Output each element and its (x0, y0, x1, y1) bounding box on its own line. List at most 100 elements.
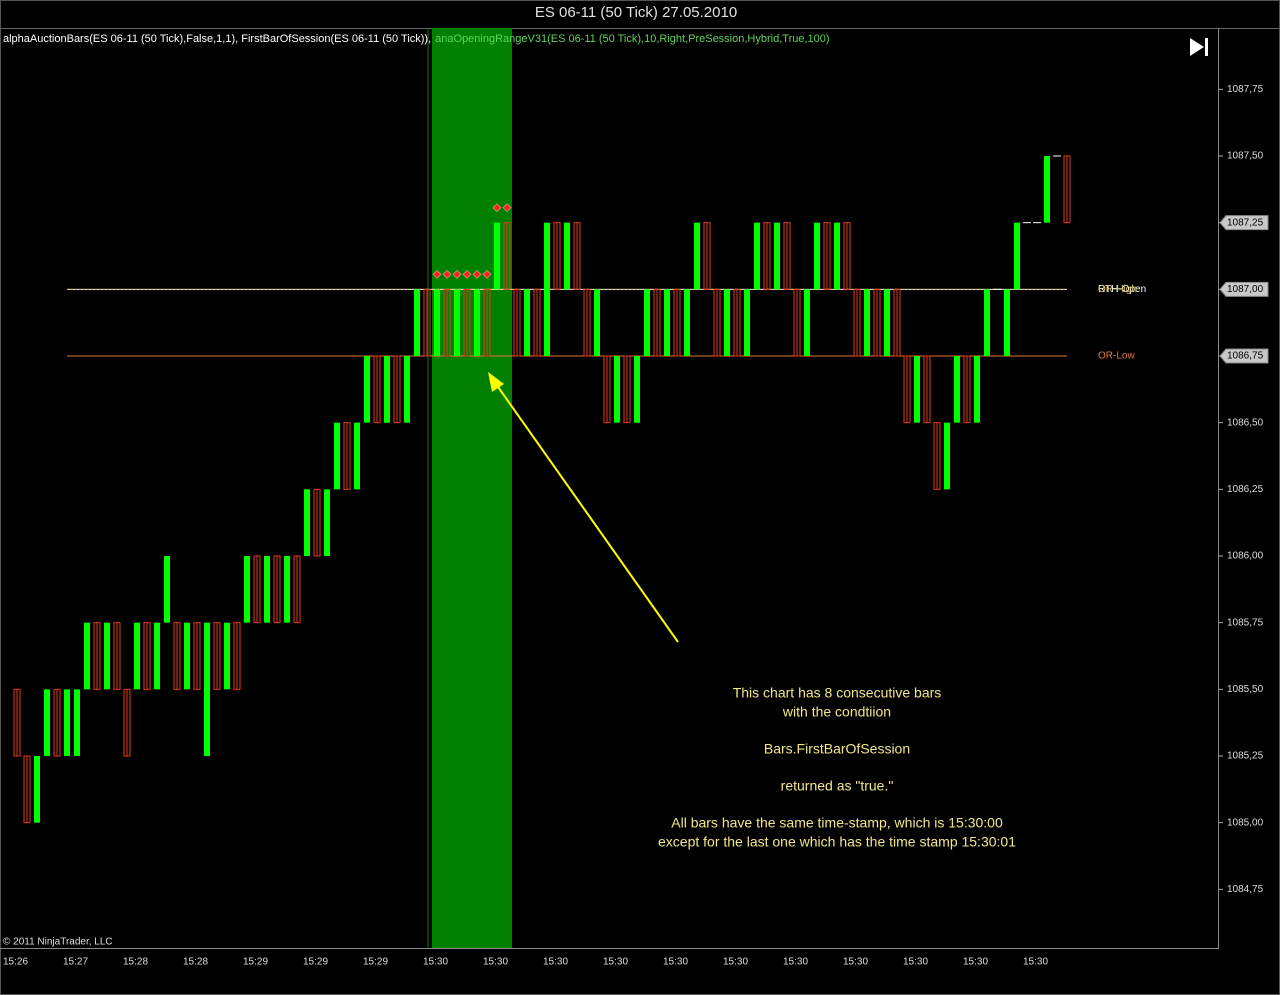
bar (74, 689, 80, 756)
bar-body (164, 556, 170, 623)
bar-body (533, 288, 541, 357)
y-tick-label: 1085,00 (1227, 817, 1264, 828)
bar-body (814, 222, 820, 290)
bar-body (313, 488, 321, 557)
bar (544, 222, 550, 356)
bar-body (494, 222, 500, 290)
bar-body (1004, 289, 1010, 356)
bar (173, 622, 181, 690)
bar (373, 355, 381, 424)
y-tick-label: 1086,00 (1227, 551, 1264, 562)
bar-body (1044, 156, 1050, 223)
bar-body (404, 356, 410, 423)
bar (884, 289, 890, 356)
bar (713, 288, 721, 357)
bar-body (454, 289, 460, 356)
bar-body (173, 622, 181, 690)
bar (393, 355, 401, 424)
bar-body (423, 288, 431, 357)
bar-body (594, 289, 600, 356)
bar-body (664, 289, 670, 356)
annotation-arrow (488, 372, 679, 643)
bar-body (793, 288, 801, 357)
bar (564, 222, 570, 290)
bar (893, 288, 901, 357)
bar (653, 288, 661, 357)
y-tick-label: 1086,75 (1227, 351, 1264, 362)
bar (104, 622, 110, 690)
bar (404, 356, 410, 423)
bar-body (34, 756, 40, 823)
bar (343, 422, 351, 490)
bar-body (434, 289, 440, 356)
bar (823, 222, 831, 290)
bar-body (474, 289, 480, 356)
bar (954, 356, 960, 423)
x-tick-label: 15:30 (1023, 957, 1048, 968)
bar (53, 688, 61, 757)
bar (23, 755, 31, 824)
bar-body (603, 355, 611, 424)
bar-body (463, 288, 471, 357)
bar (783, 222, 791, 290)
bar-body (884, 289, 890, 356)
x-tick-label: 15:30 (783, 957, 808, 968)
bar-body (414, 289, 420, 356)
x-tick-label: 15:30 (663, 957, 688, 968)
x-tick-label: 15:30 (723, 957, 748, 968)
x-tick-label: 15:29 (363, 957, 388, 968)
bar-body (343, 422, 351, 490)
bar (13, 688, 21, 757)
x-tick-label: 15:30 (603, 957, 628, 968)
y-tick-label: 1085,25 (1227, 751, 1264, 762)
bar-body (393, 355, 401, 424)
indicator-list: alphaAuctionBars(ES 06-11 (50 Tick),Fals… (3, 33, 830, 45)
bar (474, 289, 480, 356)
bar-body (304, 489, 310, 556)
bar-body (334, 422, 340, 490)
bar-body (503, 222, 511, 290)
annotation-text: This chart has 8 consecutive bars (733, 685, 942, 701)
bar-body (244, 556, 250, 623)
price-marker (1219, 348, 1269, 364)
bar (703, 222, 711, 290)
play-button[interactable] (1190, 38, 1208, 56)
bar (313, 488, 321, 557)
bar (573, 222, 581, 290)
y-tick-label: 1087,25 (1227, 217, 1264, 228)
bar (603, 355, 611, 424)
y-tick-label: 1087,00 (1227, 284, 1264, 295)
bar (673, 288, 681, 357)
chart-title: ES 06-11 (50 Tick) 27.05.2010 (535, 4, 737, 21)
bar-body (963, 355, 971, 424)
x-tick-label: 15:30 (543, 957, 568, 968)
level-label: RTH-Open (1098, 284, 1146, 295)
bar-body (614, 356, 620, 423)
level-label: OR-High (1098, 284, 1137, 295)
bar (64, 689, 70, 756)
bar (503, 222, 511, 290)
bar (804, 289, 810, 356)
bar-body (483, 288, 491, 357)
session-highlight (432, 28, 512, 948)
bar-body (154, 622, 160, 690)
bar-body (873, 288, 881, 357)
bar-body (443, 288, 451, 357)
bar (143, 622, 151, 690)
x-tick-label: 15:27 (63, 957, 88, 968)
bar (434, 289, 440, 356)
bar (233, 622, 241, 690)
x-tick-label: 15:30 (843, 957, 868, 968)
bar-body (634, 356, 640, 423)
bar (34, 756, 40, 823)
bar-body (513, 288, 521, 357)
bar (253, 555, 261, 624)
bar (873, 288, 881, 357)
bar-body (903, 355, 911, 424)
price-marker (1219, 281, 1269, 297)
play-icon[interactable] (1190, 38, 1204, 56)
bar (184, 622, 190, 690)
bar (963, 355, 971, 424)
play-icon-bar[interactable] (1205, 38, 1208, 56)
